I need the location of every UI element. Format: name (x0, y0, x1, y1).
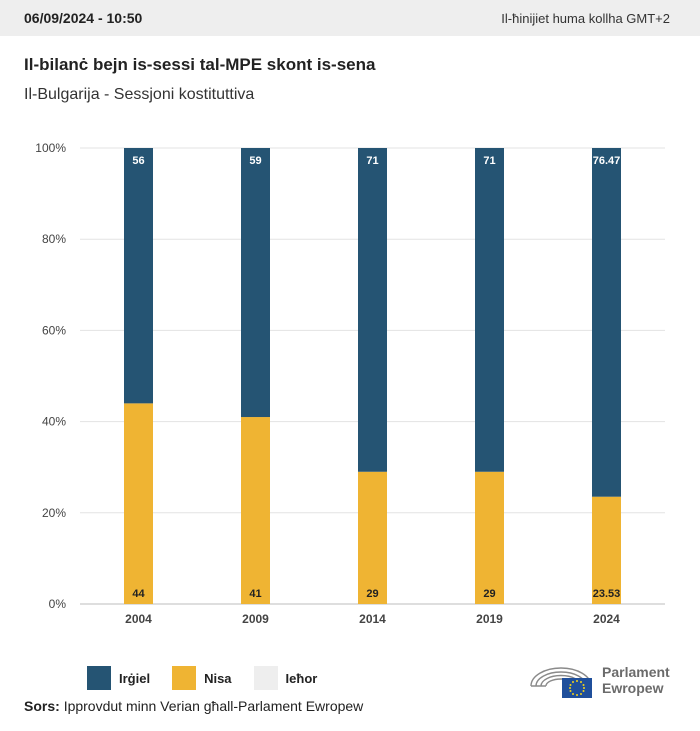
source-text: Ipprovdut minn Verian għall-Parlament Ew… (63, 698, 364, 714)
y-tick-label: 100% (35, 141, 66, 155)
source-note: Sors: Ipprovdut minn Verian għall-Parlam… (24, 698, 363, 714)
data-label-women: 29 (366, 588, 378, 600)
top-bar: 06/09/2024 - 10:50 Il-ħinijiet huma koll… (0, 0, 700, 36)
x-tick-label: 2004 (125, 612, 152, 626)
timezone-note: Il-ħinijiet huma kollha GMT+2 (501, 10, 670, 26)
bar-segment (592, 496, 621, 604)
european-parliament-logo: Parlament Ewropew (528, 660, 670, 700)
data-label-women: 44 (132, 588, 145, 600)
bar-segment (241, 148, 270, 418)
timestamp: 06/09/2024 - 10:50 (24, 10, 143, 26)
data-label-women: 29 (483, 588, 495, 600)
legend-label-other: Ieħor (285, 670, 318, 686)
data-label-men: 71 (366, 155, 378, 167)
logo-text: Parlament Ewropew (602, 664, 670, 696)
legend-label-men: Irġiel (119, 670, 151, 686)
data-label-men: 56 (132, 155, 144, 167)
legend-item-men: Irġiel (87, 666, 150, 690)
bar-segment (475, 471, 504, 604)
legend-swatch-men (87, 666, 111, 690)
parliament-hemicycle-icon (530, 667, 592, 698)
y-tick-label: 80% (42, 232, 66, 246)
x-tick-label: 2014 (359, 612, 386, 626)
source-label: Sors: (24, 698, 60, 714)
y-tick-label: 0% (49, 597, 67, 611)
data-label-men: 59 (249, 155, 261, 167)
logo-line-1: Parlament (602, 664, 670, 680)
legend: Irġiel Nisa Ieħor (87, 666, 339, 690)
data-label-men: 76.47 (593, 155, 621, 167)
legend-swatch-other (253, 666, 278, 690)
chart-subtitle: Il-Bulgarija - Sessjoni kostituttiva (24, 86, 255, 103)
bar-segment (241, 417, 270, 604)
chart-title: Il-bilanċ bejn is-sessi tal-MPE skont is… (24, 55, 376, 74)
bar-segment (358, 471, 387, 604)
y-tick-label: 20% (42, 506, 66, 520)
stacked-bar-chart: 0% 20% 40% 60% 80% 100% 56 44 2004 59 41 2009 71 29 20… (35, 141, 665, 626)
legend-item-other: Ieħor (253, 666, 318, 690)
x-tick-label: 2009 (242, 612, 269, 626)
bar-segment (592, 148, 621, 497)
bar-segment (358, 148, 387, 472)
y-tick-label: 60% (42, 323, 66, 337)
x-tick-label: 2024 (593, 612, 620, 626)
y-tick-label: 40% (42, 415, 66, 429)
legend-item-women: Nisa (172, 666, 232, 690)
data-label-women: 41 (249, 588, 261, 600)
legend-label-women: Nisa (204, 670, 232, 686)
data-label-men: 71 (483, 155, 495, 167)
legend-swatch-women (172, 666, 197, 690)
bar-segment (124, 148, 153, 404)
data-label-women: 23.53 (593, 588, 621, 600)
x-tick-label: 2019 (476, 612, 503, 626)
bar-segment (124, 403, 153, 604)
logo-line-2: Ewropew (602, 680, 664, 696)
bar-segment (475, 148, 504, 472)
